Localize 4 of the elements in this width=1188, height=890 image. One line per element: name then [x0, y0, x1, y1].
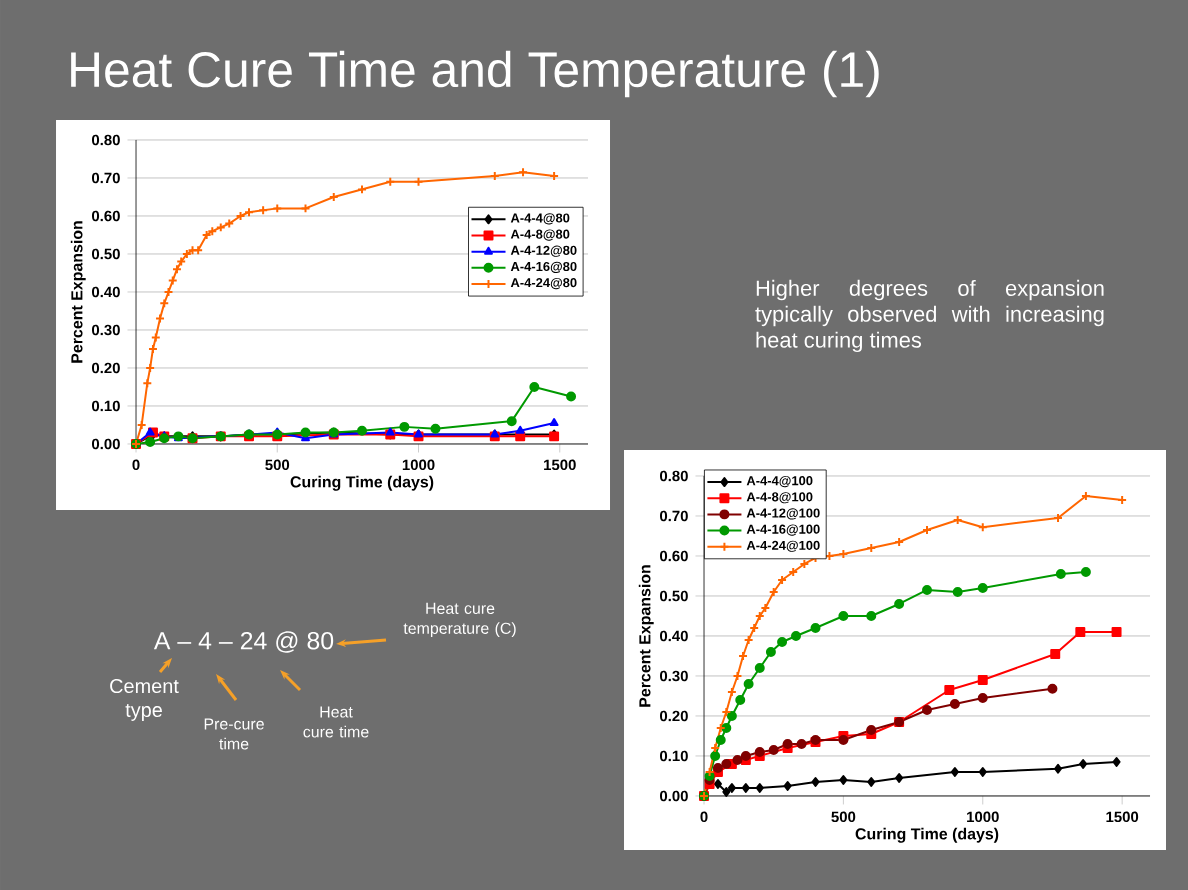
text: A – 4 – 24 @ 80	[153, 631, 334, 653]
chart-title: Heat Cure Time and Temperature (1)	[71, 50, 879, 98]
text: Cement type	[110, 679, 179, 721]
text: Higher degrees of expansion typically observed with increasing heat curing times	[755, 279, 1104, 353]
